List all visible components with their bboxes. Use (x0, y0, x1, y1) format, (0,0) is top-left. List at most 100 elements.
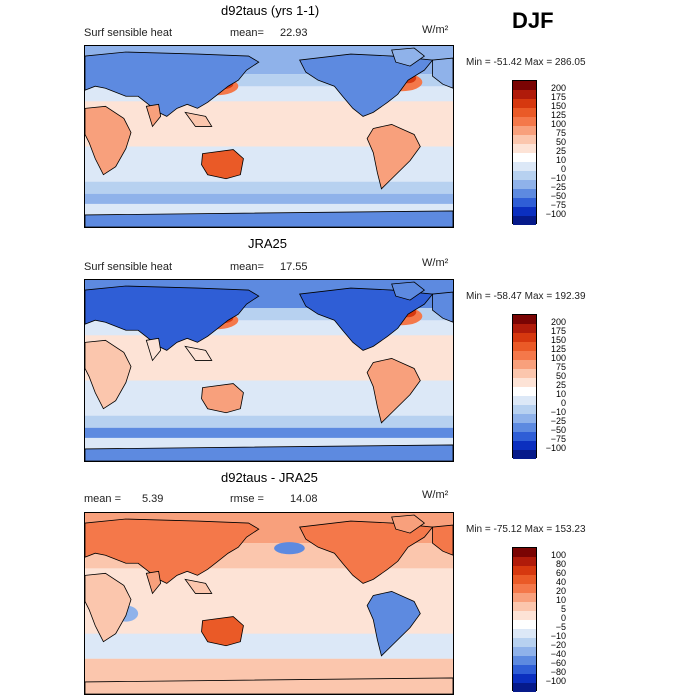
colorbar-swatch (513, 593, 536, 602)
colorbar-swatch (513, 351, 536, 360)
colorbar-tick-label: 125 (550, 344, 566, 354)
colorbar-tick-label: 150 (550, 101, 566, 111)
colorbar-swatch (513, 216, 536, 225)
colorbar-swatch (513, 126, 536, 135)
panel-3-units: W/m² (422, 489, 449, 501)
colorbar-swatch (513, 369, 536, 378)
colorbar-swatch (513, 557, 536, 566)
colorbar-tick-label: 175 (550, 92, 566, 102)
colorbar-swatch (513, 207, 536, 216)
colorbar-swatch (513, 423, 536, 432)
colorbar-swatch (513, 674, 536, 683)
colorbar-tick-label: 125 (550, 110, 566, 120)
panel-1-colorbar-labels: 200 175 150 125 100 75 50 25 10 0 −10 −25 −50 −75 −100 (536, 80, 566, 224)
colorbar-tick-label: 80 (555, 559, 566, 569)
colorbar-tick-label: −10 (550, 407, 566, 417)
colorbar-tick-label: 75 (555, 362, 566, 372)
colorbar-tick-label: −25 (550, 182, 566, 192)
panel-3-colorbar-labels: 100 80 60 40 20 10 5 0 −5 −10 −20 −40 −60 −80 −100 (536, 547, 566, 691)
colorbar-tick-label: 100 (550, 550, 566, 560)
colorbar-swatch (513, 117, 536, 126)
panel-2-mean-value: 17.55 (280, 261, 308, 273)
colorbar-swatch (513, 396, 536, 405)
colorbar-tick-label: 0 (560, 164, 566, 174)
panel-3-rmse-label: rmse = (230, 493, 264, 505)
panel-1-map (84, 45, 454, 228)
panel-1-units: W/m² (422, 24, 449, 36)
colorbar-swatch (513, 180, 536, 189)
colorbar-swatch (513, 162, 536, 171)
colorbar-tick-label: 200 (550, 317, 566, 327)
colorbar-tick-label: 175 (550, 326, 566, 336)
panel-1-variable-label: Surf sensible heat (84, 27, 173, 39)
colorbar-swatch (513, 656, 536, 665)
panel-3-minmax: Min = -75.12 Max = 153.23 (466, 524, 586, 535)
colorbar-swatch (513, 315, 536, 324)
panel-1-title: d92taus (yrs 1-1) (221, 3, 320, 18)
colorbar-tick-label: 100 (550, 353, 566, 363)
colorbar-tick-label: 10 (555, 595, 566, 605)
panel-2-minmax: Min = -58.47 Max = 192.39 (466, 291, 586, 302)
panel-2-colorbar (512, 314, 537, 459)
colorbar-swatch (513, 584, 536, 593)
colorbar-tick-label: −100 (545, 209, 566, 219)
colorbar-tick-label: −5 (555, 622, 566, 632)
colorbar-swatch (513, 90, 536, 99)
colorbar-tick-label: 0 (560, 398, 566, 408)
season-label: DJF (512, 8, 554, 33)
colorbar-swatch (513, 638, 536, 647)
colorbar-tick-label: 40 (555, 577, 566, 587)
colorbar-tick-label: 60 (555, 568, 566, 578)
colorbar-swatch (513, 432, 536, 441)
colorbar-swatch (513, 602, 536, 611)
colorbar-tick-label: −75 (550, 200, 566, 210)
colorbar-tick-label: 50 (555, 371, 566, 381)
colorbar-tick-label: −40 (550, 649, 566, 659)
colorbar-tick-label: 25 (555, 380, 566, 390)
colorbar-swatch (513, 405, 536, 414)
panel-2-title: JRA25 (248, 236, 288, 251)
colorbar-swatch (513, 342, 536, 351)
colorbar-swatch (513, 378, 536, 387)
colorbar-tick-label: 0 (560, 613, 566, 623)
panel-3-title: d92taus - JRA25 (221, 470, 318, 485)
colorbar-swatch (513, 153, 536, 162)
colorbar-tick-label: 20 (555, 586, 566, 596)
colorbar-tick-label: −10 (550, 631, 566, 641)
colorbar-swatch (513, 108, 536, 117)
colorbar-swatch (513, 198, 536, 207)
colorbar-swatch (513, 629, 536, 638)
colorbar-swatch (513, 665, 536, 674)
panel-1-colorbar (512, 80, 537, 225)
colorbar-swatch (513, 414, 536, 423)
panel-2-colorbar-labels: 200 175 150 125 100 75 50 25 10 0 −10 −25 −50 −75 −100 (536, 314, 566, 458)
colorbar-tick-label: 200 (550, 83, 566, 93)
colorbar-swatch (513, 99, 536, 108)
colorbar-swatch (513, 450, 536, 459)
colorbar-swatch (513, 575, 536, 584)
panel-2-mean-label: mean= (230, 261, 264, 273)
colorbar-swatch (513, 566, 536, 575)
colorbar-swatch (513, 360, 536, 369)
colorbar-swatch (513, 620, 536, 629)
colorbar-tick-label: 10 (555, 155, 566, 165)
panel-1-mean-label: mean= (230, 27, 264, 39)
colorbar-swatch (513, 611, 536, 620)
colorbar-tick-label: −60 (550, 658, 566, 668)
colorbar-swatch (513, 647, 536, 656)
colorbar-tick-label: 5 (560, 604, 566, 614)
colorbar-tick-label: −25 (550, 416, 566, 426)
colorbar-tick-label: 150 (550, 335, 566, 345)
colorbar-tick-label: −75 (550, 434, 566, 444)
panel-2-map (84, 279, 454, 462)
colorbar-swatch (513, 333, 536, 342)
colorbar-swatch (513, 387, 536, 396)
panel-3-map (84, 512, 454, 695)
colorbar-tick-label: 25 (555, 146, 566, 156)
panel-3-colorbar (512, 547, 537, 692)
colorbar-tick-label: 50 (555, 137, 566, 147)
colorbar-tick-label: −10 (550, 173, 566, 183)
panel-2-units: W/m² (422, 257, 449, 269)
colorbar-tick-label: 100 (550, 119, 566, 129)
colorbar-tick-label: −100 (545, 443, 566, 453)
